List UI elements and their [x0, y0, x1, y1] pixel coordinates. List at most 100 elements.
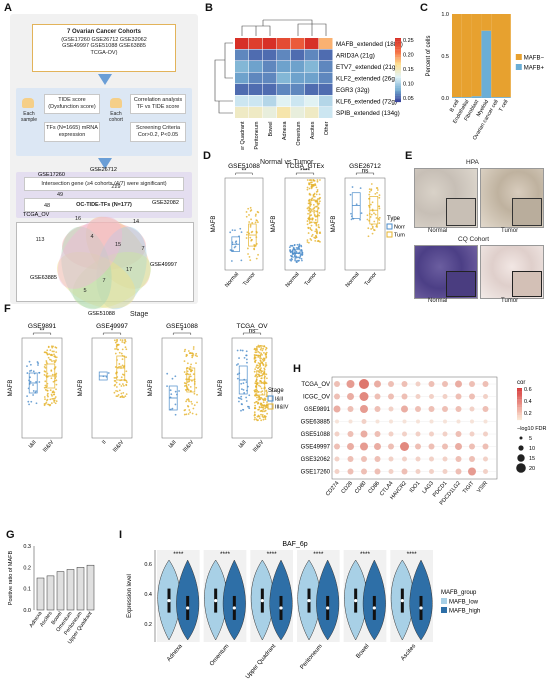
d1-point [232, 249, 234, 252]
scale-step [395, 41, 401, 43]
ihc-label-4: Tumor [501, 298, 519, 304]
f1-point [30, 400, 33, 403]
f1-point [35, 390, 37, 392]
d3-point [370, 183, 373, 185]
f4-frame [231, 337, 273, 439]
f4-point [261, 415, 264, 418]
ihc-label-1: Normal [428, 228, 448, 234]
d2-point [317, 226, 320, 228]
i-xtick: Bowel [355, 643, 370, 659]
d3-point [368, 190, 371, 193]
f1-point [35, 381, 37, 383]
f4-point [243, 392, 246, 394]
f3-point [184, 348, 187, 351]
h-row-label: GSE63885 [301, 420, 331, 426]
h-dot [347, 468, 354, 475]
d-legend-swatch [386, 231, 393, 238]
h-cor-step [517, 388, 522, 390]
d1-point [249, 206, 252, 209]
panel-e-hpa: HPA [466, 159, 479, 166]
h-dot [415, 456, 421, 462]
f4-point [257, 350, 260, 353]
f1-point [52, 345, 54, 348]
d1-point [257, 221, 259, 224]
d3-bracket [355, 172, 375, 175]
h-dot [361, 456, 367, 462]
f2-ylabel: MAFB [78, 380, 84, 397]
f4-point [261, 353, 263, 356]
heat-cell [319, 72, 333, 84]
d3-point [370, 213, 373, 216]
f4-point [265, 355, 268, 358]
f4-point [259, 379, 262, 382]
f3-point [188, 375, 191, 378]
heat-cell [249, 38, 263, 49]
h-col-label: TIGIT [462, 480, 476, 495]
f1-point [50, 353, 52, 356]
f4-point [264, 407, 267, 410]
d2-point [307, 199, 310, 202]
arrow-down-icon [98, 74, 112, 85]
i-violin-median [372, 606, 376, 610]
f4-point [257, 419, 259, 422]
d2-point [311, 233, 314, 236]
h-dot [456, 419, 461, 424]
f1-point [37, 364, 39, 366]
f4-point [266, 406, 268, 409]
i-violin-median [419, 606, 423, 610]
d2-point [314, 200, 317, 203]
ihc-inset-1 [446, 198, 476, 226]
h-dot [374, 456, 381, 462]
d2-point [296, 259, 298, 262]
i-xtick: Ascites [400, 643, 417, 662]
f4-point [264, 399, 267, 402]
f2-point [120, 395, 122, 398]
f3-point [183, 350, 186, 353]
f4-point [255, 364, 258, 367]
f4-point [255, 385, 257, 388]
f1-point [29, 363, 32, 366]
tfs-box: TFs (N=1665) mRNA expression [44, 122, 100, 142]
venn-number-10: 16 [75, 216, 81, 222]
scale-step [395, 38, 401, 40]
f2-point [123, 341, 126, 344]
f1-point [53, 399, 55, 402]
d2-point [308, 222, 311, 225]
heat-cell [235, 72, 249, 84]
f1-point [44, 402, 47, 405]
f4-point [258, 406, 261, 408]
d1-box [248, 223, 257, 247]
f1-point [28, 360, 31, 363]
f4-point [240, 403, 243, 405]
d2-point [292, 246, 295, 249]
i-sig: **** [360, 551, 371, 558]
h-dot [402, 431, 407, 437]
f3-point [196, 355, 198, 358]
d1-point [246, 233, 248, 236]
panel-label-f: F [4, 303, 11, 315]
f1-point [53, 401, 56, 403]
g-ytick: 0.0 [23, 608, 31, 614]
f3-sig: * [181, 328, 184, 335]
f4-point [245, 400, 248, 402]
c-bar-pos [461, 97, 472, 98]
d1-point [257, 211, 260, 214]
f3-point [188, 400, 190, 403]
f3-point [190, 370, 193, 373]
d1-point [234, 245, 237, 248]
d1-frame [224, 177, 264, 271]
g-ytick: 0.1 [23, 587, 31, 593]
h-dot [415, 406, 421, 412]
f1-point [52, 393, 55, 396]
f2-point [114, 341, 117, 344]
f4-point [245, 350, 248, 353]
d1-point [239, 227, 242, 230]
arrow-down-icon-2 [98, 158, 112, 169]
scale-step [395, 98, 401, 101]
f3-point [191, 403, 193, 405]
scale-step [395, 60, 401, 63]
scale-step [395, 63, 401, 66]
ihc-label-3: Normal [428, 298, 448, 304]
d3-point [373, 212, 375, 215]
f-legend-title: Stage [268, 388, 284, 394]
